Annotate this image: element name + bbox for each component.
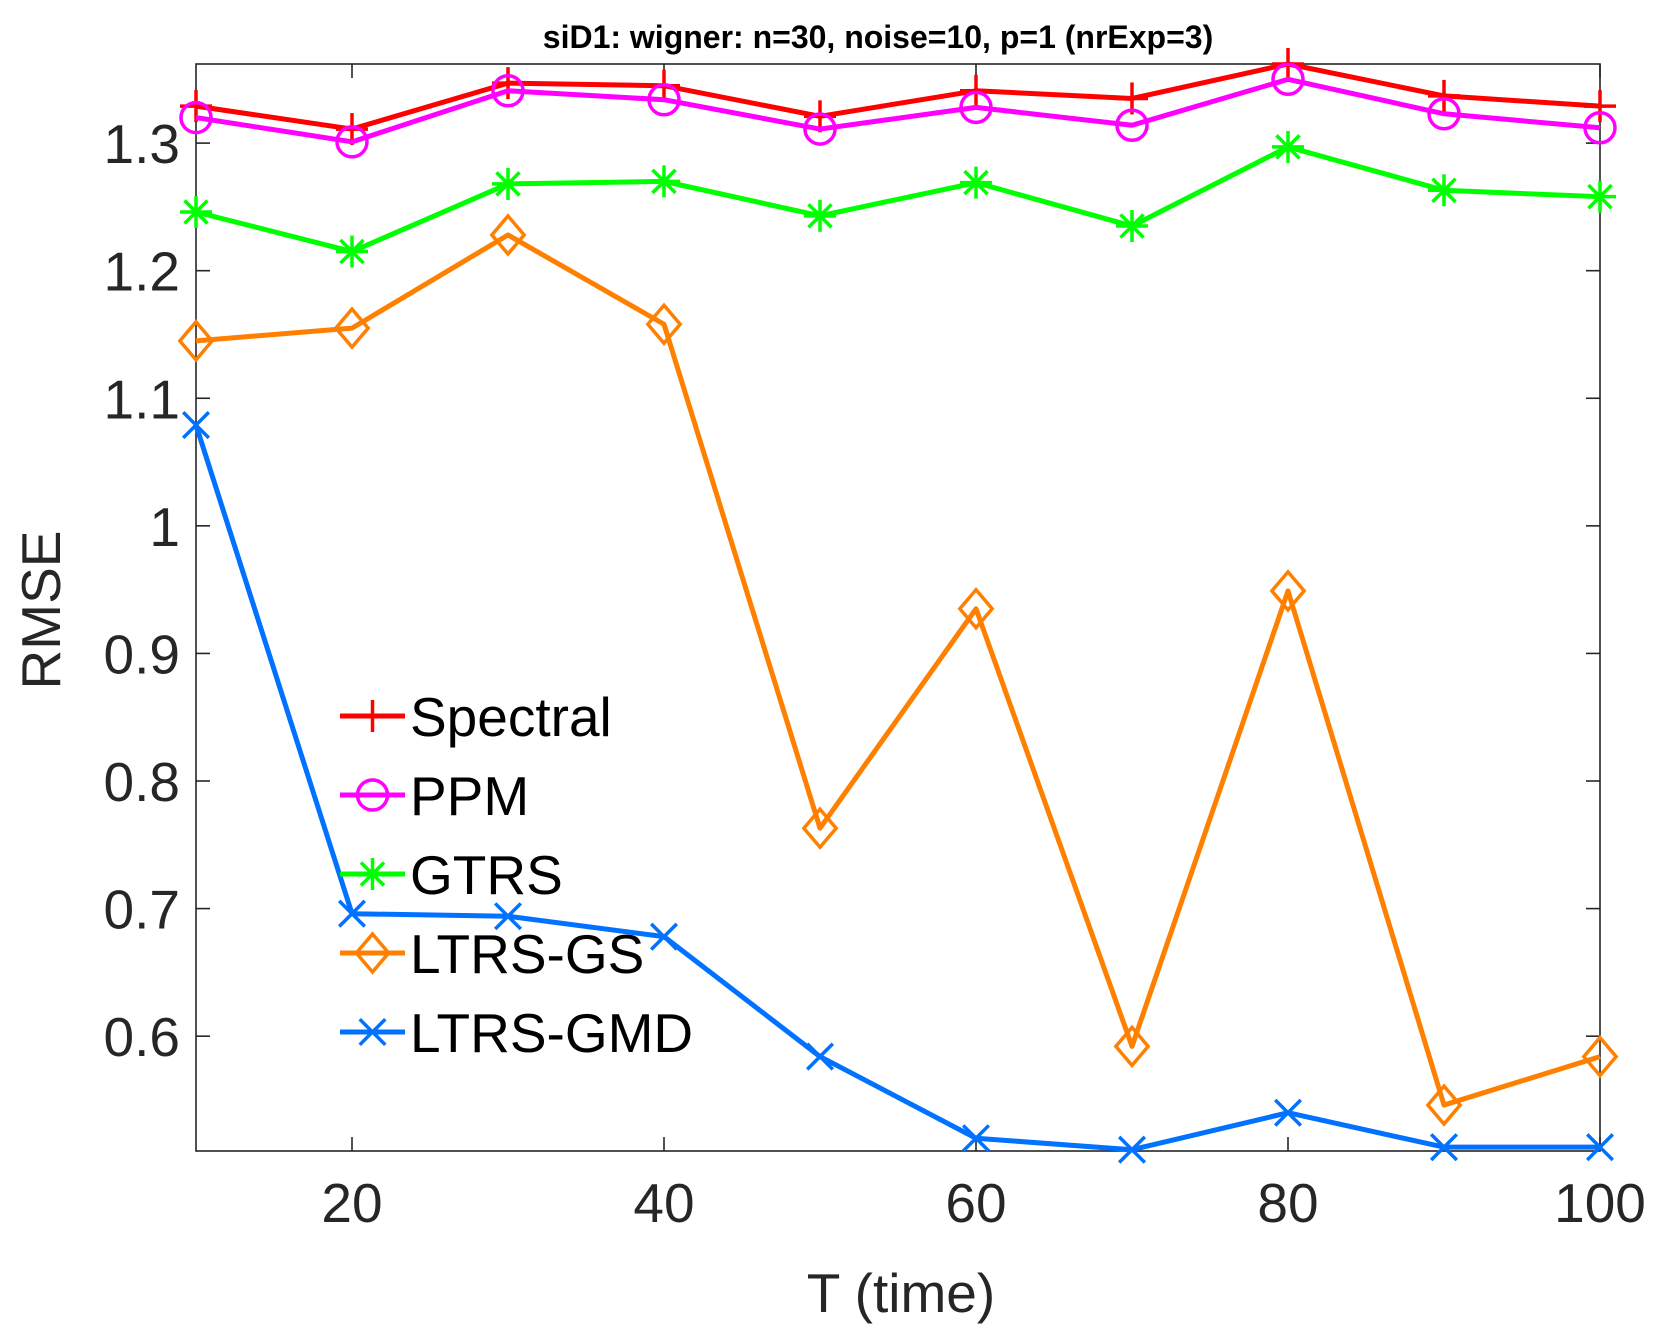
data-point-ltrs-gmd	[1585, 1133, 1615, 1162]
y-tick-label: 0.9	[104, 623, 180, 685]
data-point-gtrs	[180, 195, 212, 228]
data-point-ppm	[959, 90, 993, 125]
legend-marker	[356, 858, 389, 890]
chart-title: siD1: wigner: n=30, noise=10, p=1 (nrExp…	[543, 19, 1213, 55]
x-tick-label: 20	[321, 1172, 382, 1234]
series-line-ltrs-gs	[195, 232, 1601, 1108]
x-tick-label: 60	[945, 1172, 1006, 1234]
y-tick-label: 1.1	[104, 368, 180, 430]
legend-marker	[356, 700, 389, 732]
data-point-ppm	[491, 74, 525, 108]
data-point-spectral	[1428, 79, 1460, 112]
legend-item-ppm: PPM	[340, 765, 529, 827]
x-tick-label: 80	[1257, 1172, 1318, 1234]
legend-label: LTRS-GS	[410, 923, 644, 985]
data-point-ppm	[1583, 111, 1617, 145]
data-point-ltrs-gmd	[493, 902, 523, 931]
series-line-spectral	[195, 61, 1601, 132]
data-point-ltrs-gmd	[1117, 1135, 1147, 1164]
y-tick-label: 0.6	[104, 1006, 180, 1068]
data-point-ppm	[647, 82, 681, 117]
data-point-spectral	[492, 67, 524, 100]
data-point-ltrs-gs	[1425, 1083, 1463, 1127]
data-point-ltrs-gmd	[181, 411, 211, 440]
series-ltrs-gmd	[181, 411, 1615, 1164]
data-point-ltrs-gmd	[961, 1124, 991, 1153]
series-ppm	[179, 62, 1617, 159]
x-tick-label: 40	[633, 1172, 694, 1234]
series-line-ltrs-gmd	[193, 424, 1600, 1153]
plot-area: 20 40 60 80 100 0.6 0.7 0.8 0.9 1 1.1 1.2 1.3	[104, 63, 1646, 1234]
data-point-ltrs-gs	[177, 319, 215, 363]
legend-item-ltrs-gmd: LTRS-GMD	[340, 1002, 693, 1064]
data-point-gtrs	[1584, 180, 1616, 213]
series-gtrs	[180, 130, 1616, 268]
data-point-gtrs	[336, 235, 368, 268]
data-point-ltrs-gs	[333, 306, 371, 350]
legend-item-gtrs: GTRS	[340, 844, 563, 906]
data-point-ppm	[1271, 62, 1305, 97]
data-point-gtrs	[492, 167, 524, 200]
legend-label: Spectral	[410, 686, 612, 748]
data-point-ltrs-gs	[957, 587, 995, 631]
x-axis-label: T (time)	[807, 1262, 995, 1324]
data-point-ltrs-gs	[489, 213, 527, 257]
y-tick-label: 0.8	[104, 751, 180, 813]
data-point-ltrs-gs	[801, 806, 839, 850]
data-point-ppm	[1427, 97, 1461, 131]
data-point-ltrs-gmd	[337, 899, 367, 928]
legend-label: LTRS-GMD	[410, 1002, 693, 1064]
data-point-ltrs-gs	[1269, 569, 1307, 613]
data-point-gtrs	[1272, 130, 1304, 163]
legend-marker	[358, 1017, 387, 1047]
legend-item-spectral: Spectral	[340, 686, 612, 748]
legend-item-ltrs-gs: LTRS-GS	[340, 923, 644, 985]
data-point-gtrs	[648, 165, 680, 198]
data-point-gtrs	[804, 199, 836, 232]
data-point-gtrs	[960, 166, 992, 199]
y-axis-label: RMSE	[10, 531, 72, 690]
series-line-ppm	[195, 76, 1601, 145]
axes-box	[195, 63, 1601, 1152]
data-point-ppm	[335, 125, 369, 159]
y-tick-label: 0.7	[104, 879, 180, 941]
data-point-ltrs-gs	[1581, 1034, 1619, 1079]
series-layer	[177, 48, 1619, 1164]
legend-label: PPM	[410, 765, 529, 827]
y-tick-label: 1	[149, 496, 180, 558]
data-point-ltrs-gmd	[649, 922, 679, 951]
series-ltrs-gs	[177, 213, 1619, 1127]
data-point-ltrs-gs	[1113, 1024, 1151, 1069]
data-point-spectral	[1584, 90, 1616, 123]
data-point-ppm	[803, 112, 837, 146]
data-point-ltrs-gmd	[805, 1042, 835, 1071]
series-spectral	[180, 48, 1616, 146]
series-line-gtrs	[195, 144, 1601, 255]
y-tick-label: 1.2	[104, 241, 180, 303]
data-point-gtrs	[1428, 174, 1460, 207]
data-point-gtrs	[1116, 210, 1148, 243]
data-point-ppm	[179, 100, 213, 135]
x-tick-label: 100	[1554, 1172, 1646, 1234]
data-point-ltrs-gs	[645, 302, 683, 346]
legend-marker	[354, 931, 391, 975]
y-tick-label: 1.3	[104, 113, 180, 175]
data-point-ppm	[1115, 108, 1149, 142]
legend: Spectral PPM GTRS LTRS-GS LTRS-GMD	[340, 686, 693, 1064]
legend-marker	[355, 778, 390, 812]
data-point-ltrs-gmd	[1429, 1133, 1459, 1162]
legend-label: GTRS	[410, 844, 563, 906]
data-point-ltrs-gmd	[1273, 1098, 1303, 1127]
